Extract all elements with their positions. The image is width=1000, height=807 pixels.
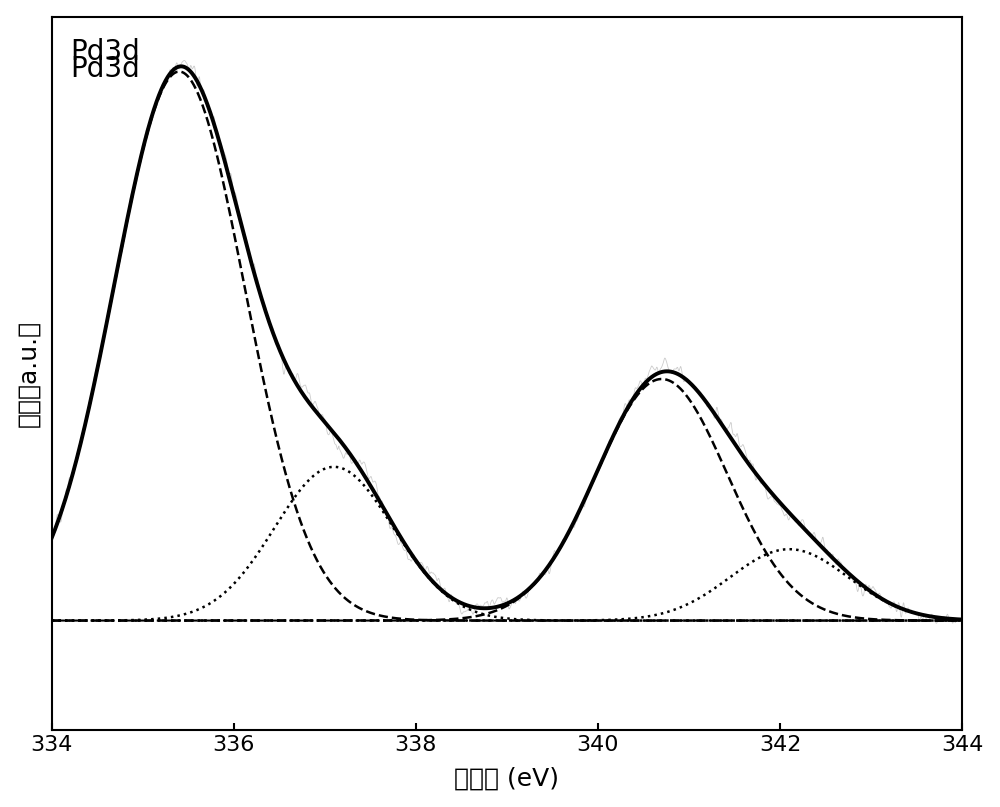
Text: Pd3d: Pd3d [70, 38, 140, 66]
Y-axis label: 强度（a.u.）: 强度（a.u.） [17, 320, 41, 427]
X-axis label: 结合能 (eV): 结合能 (eV) [454, 767, 559, 790]
Text: Pd3d: Pd3d [70, 55, 140, 83]
